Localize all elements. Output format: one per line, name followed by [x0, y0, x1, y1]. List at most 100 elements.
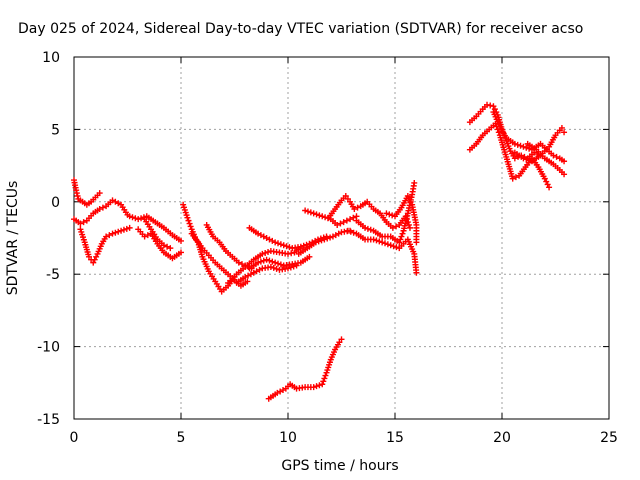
data-point	[396, 239, 403, 246]
data-point	[118, 227, 125, 234]
data-point	[509, 175, 516, 182]
data-point	[123, 225, 130, 232]
data-point	[393, 244, 400, 251]
data-point	[315, 238, 322, 245]
data-point	[370, 236, 377, 243]
data-point	[389, 224, 396, 231]
data-point	[517, 142, 524, 149]
data-point	[310, 384, 317, 391]
data-point	[275, 260, 282, 267]
data-point	[320, 378, 327, 385]
data-point	[546, 184, 553, 191]
data-point	[280, 242, 287, 249]
data-point	[273, 265, 280, 272]
data-point	[558, 124, 565, 131]
data-point	[319, 381, 326, 388]
data-point	[411, 179, 418, 186]
data-point	[334, 221, 341, 228]
data-point	[259, 250, 266, 257]
data-point	[184, 214, 191, 221]
data-point	[96, 190, 103, 197]
data-point	[186, 220, 193, 227]
data-point	[185, 217, 192, 224]
data-point	[77, 220, 84, 227]
data-point	[306, 253, 313, 260]
data-point	[164, 243, 171, 250]
data-point	[135, 216, 142, 223]
data-point	[553, 153, 560, 160]
data-point	[109, 230, 116, 237]
data-point	[319, 213, 326, 220]
data-point	[307, 209, 314, 216]
data-point	[141, 233, 148, 240]
data-point	[310, 210, 317, 217]
data-point	[270, 264, 277, 271]
data-point	[354, 204, 361, 211]
data-point	[344, 227, 351, 234]
data-point	[132, 215, 139, 222]
data-point	[297, 243, 304, 250]
x-axis-label: GPS time / hours	[281, 458, 398, 474]
data-point	[235, 259, 242, 266]
data-point	[263, 256, 270, 263]
data-point	[138, 215, 145, 222]
data-point	[393, 223, 400, 230]
data-point	[373, 237, 380, 244]
x-tick-label: 25	[600, 430, 618, 446]
data-point	[389, 212, 396, 219]
data-point	[285, 250, 291, 257]
x-tick-label: 0	[70, 430, 79, 446]
data-point	[312, 239, 319, 246]
data-point	[405, 221, 412, 228]
data-point	[511, 140, 518, 147]
data-point	[272, 259, 279, 266]
data-point	[178, 237, 184, 244]
data-point	[514, 141, 521, 148]
data-point	[406, 224, 413, 231]
data-point	[302, 207, 309, 214]
y-tick-label: 5	[51, 122, 60, 138]
data-points	[71, 101, 568, 402]
data-point	[313, 211, 320, 218]
data-point	[364, 225, 371, 232]
data-point	[321, 375, 328, 382]
data-point	[362, 224, 369, 231]
data-point	[144, 232, 151, 239]
data-point	[275, 240, 282, 247]
data-point	[272, 239, 279, 246]
data-point	[257, 258, 264, 265]
data-point	[382, 240, 389, 247]
data-point	[262, 249, 269, 256]
data-point	[126, 224, 133, 231]
data-point	[327, 234, 334, 241]
data-point	[398, 233, 405, 240]
data-point	[160, 242, 167, 249]
x-tick-label: 15	[386, 430, 404, 446]
data-point	[399, 230, 406, 237]
y-tick-label: -15	[37, 412, 60, 428]
x-tick-labels: 0 5 10 15 20 25	[70, 430, 618, 446]
data-point	[112, 229, 119, 236]
data-point	[561, 158, 568, 165]
data-point	[304, 208, 311, 215]
data-point	[283, 243, 290, 250]
data-point	[103, 233, 110, 240]
data-point	[267, 263, 274, 270]
data-point	[511, 155, 518, 162]
data-point	[244, 278, 251, 285]
data-point	[277, 261, 284, 268]
data-point	[120, 226, 127, 233]
y-tick-labels: -15 -10 -5 0 5 10	[37, 50, 60, 428]
data-point	[266, 257, 273, 264]
data-point	[96, 206, 103, 213]
data-point	[285, 265, 291, 272]
data-point	[99, 204, 106, 211]
chart-title: Day 025 of 2024, Sidereal Day-to-day VTE…	[18, 21, 583, 37]
data-point	[288, 250, 295, 257]
data-point	[286, 244, 293, 251]
data-point	[260, 257, 267, 264]
data-point	[347, 216, 354, 223]
data-point	[351, 206, 358, 213]
data-point	[350, 214, 357, 221]
